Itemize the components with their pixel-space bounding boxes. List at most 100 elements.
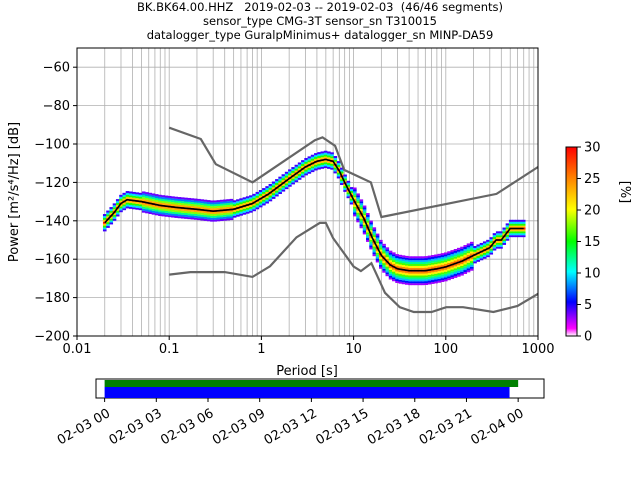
histogram-cell: [456, 257, 461, 260]
histogram-cell: [343, 174, 347, 177]
histogram-cell: [281, 179, 286, 182]
histogram-cell: [232, 215, 237, 218]
histogram-cell: [164, 209, 169, 212]
histogram-cell: [427, 272, 432, 275]
histogram-cell: [508, 231, 513, 234]
histogram-cell: [362, 215, 367, 218]
histogram-cell: [430, 278, 435, 281]
histogram-cell: [200, 206, 204, 209]
histogram-cell: [408, 281, 412, 284]
histogram-cell: [417, 275, 422, 278]
histogram-cell: [362, 205, 367, 208]
histogram-cell: [443, 271, 448, 274]
histogram-cell: [258, 191, 263, 194]
histogram-cell: [307, 169, 312, 172]
histogram-cell: [401, 278, 406, 281]
histogram-cell: [167, 195, 172, 198]
histogram-cell: [288, 182, 292, 185]
histogram-cell: [486, 239, 490, 242]
histogram-cell: [495, 240, 500, 243]
histogram-cell: [161, 200, 166, 203]
histogram-cell: [236, 199, 240, 202]
histogram-cell: [427, 267, 432, 270]
histogram-cell: [385, 251, 390, 254]
histogram-cell: [505, 227, 510, 230]
histogram-cell: [434, 271, 438, 274]
histogram-cell: [132, 197, 136, 200]
histogram-cell: [138, 194, 143, 197]
histogram-cell: [495, 242, 500, 245]
histogram-cell: [469, 247, 474, 250]
histogram-cell: [353, 197, 357, 200]
histogram-cell: [398, 260, 403, 263]
histogram-cell: [414, 267, 419, 270]
histogram-cell: [482, 241, 487, 244]
histogram-cell: [437, 261, 442, 264]
histogram-cell: [213, 200, 217, 203]
histogram-cell: [427, 265, 432, 268]
histogram-cell: [128, 195, 133, 198]
histogram-cell: [421, 256, 425, 259]
histogram-cell: [404, 267, 409, 270]
histogram-cell: [447, 266, 451, 269]
histogram-cell: [353, 206, 357, 209]
histogram-cell: [190, 211, 195, 214]
histogram-cell: [469, 268, 474, 271]
histogram-cell: [392, 263, 396, 266]
histogram-cell: [245, 207, 250, 210]
histogram-cell: [440, 280, 445, 283]
histogram-cell: [258, 205, 263, 208]
histogram-cell: [469, 259, 474, 262]
histogram-cell: [398, 256, 403, 259]
histogram-cell: [317, 155, 321, 158]
histogram-cell: [411, 271, 416, 274]
histogram-cell: [366, 230, 370, 233]
histogram-cell: [473, 251, 477, 254]
histogram-cell: [443, 273, 448, 276]
histogram-cell: [359, 201, 364, 204]
histogram-cell: [171, 200, 175, 203]
histogram-cell: [408, 263, 412, 266]
histogram-cell: [466, 247, 471, 250]
histogram-cell: [460, 246, 464, 249]
psd-histogram: [102, 150, 526, 286]
histogram-cell: [193, 202, 198, 205]
histogram-cell: [154, 213, 159, 216]
histogram-cell: [443, 252, 448, 255]
histogram-cell: [174, 196, 179, 199]
histogram-cell: [232, 209, 237, 212]
histogram-cell: [359, 214, 364, 217]
histogram-cell: [356, 212, 360, 215]
histogram-cell: [450, 267, 455, 270]
histogram-cell: [395, 265, 399, 268]
histogram-cell: [466, 258, 471, 261]
histogram-cell: [518, 219, 523, 222]
histogram-cell: [456, 255, 461, 258]
noise-model-lines: [104, 126, 538, 314]
histogram-cell: [437, 271, 442, 274]
histogram-cell: [242, 208, 247, 211]
histogram-cell: [453, 268, 458, 271]
histogram-cell: [206, 213, 211, 216]
histogram-cell: [362, 232, 367, 235]
histogram-cell: [388, 271, 393, 274]
histogram-cell: [223, 214, 227, 217]
histogram-cell: [434, 260, 438, 263]
histogram-cell: [388, 267, 393, 270]
histogram-cell: [167, 215, 172, 218]
histogram-cell: [379, 251, 383, 254]
histogram-cell: [171, 202, 175, 205]
histogram-cell: [122, 202, 127, 205]
histogram-cell: [499, 240, 503, 243]
histogram-cell: [271, 181, 276, 184]
histogram-cell: [177, 212, 182, 215]
histogram-cell: [479, 248, 484, 251]
histogram-cell: [395, 259, 399, 262]
histogram-cell: [398, 277, 403, 280]
histogram-cell: [128, 191, 133, 194]
histogram-cell: [473, 249, 477, 252]
histogram-cell: [473, 255, 477, 258]
histogram-cell: [382, 253, 386, 256]
histogram-cell: [310, 156, 315, 159]
